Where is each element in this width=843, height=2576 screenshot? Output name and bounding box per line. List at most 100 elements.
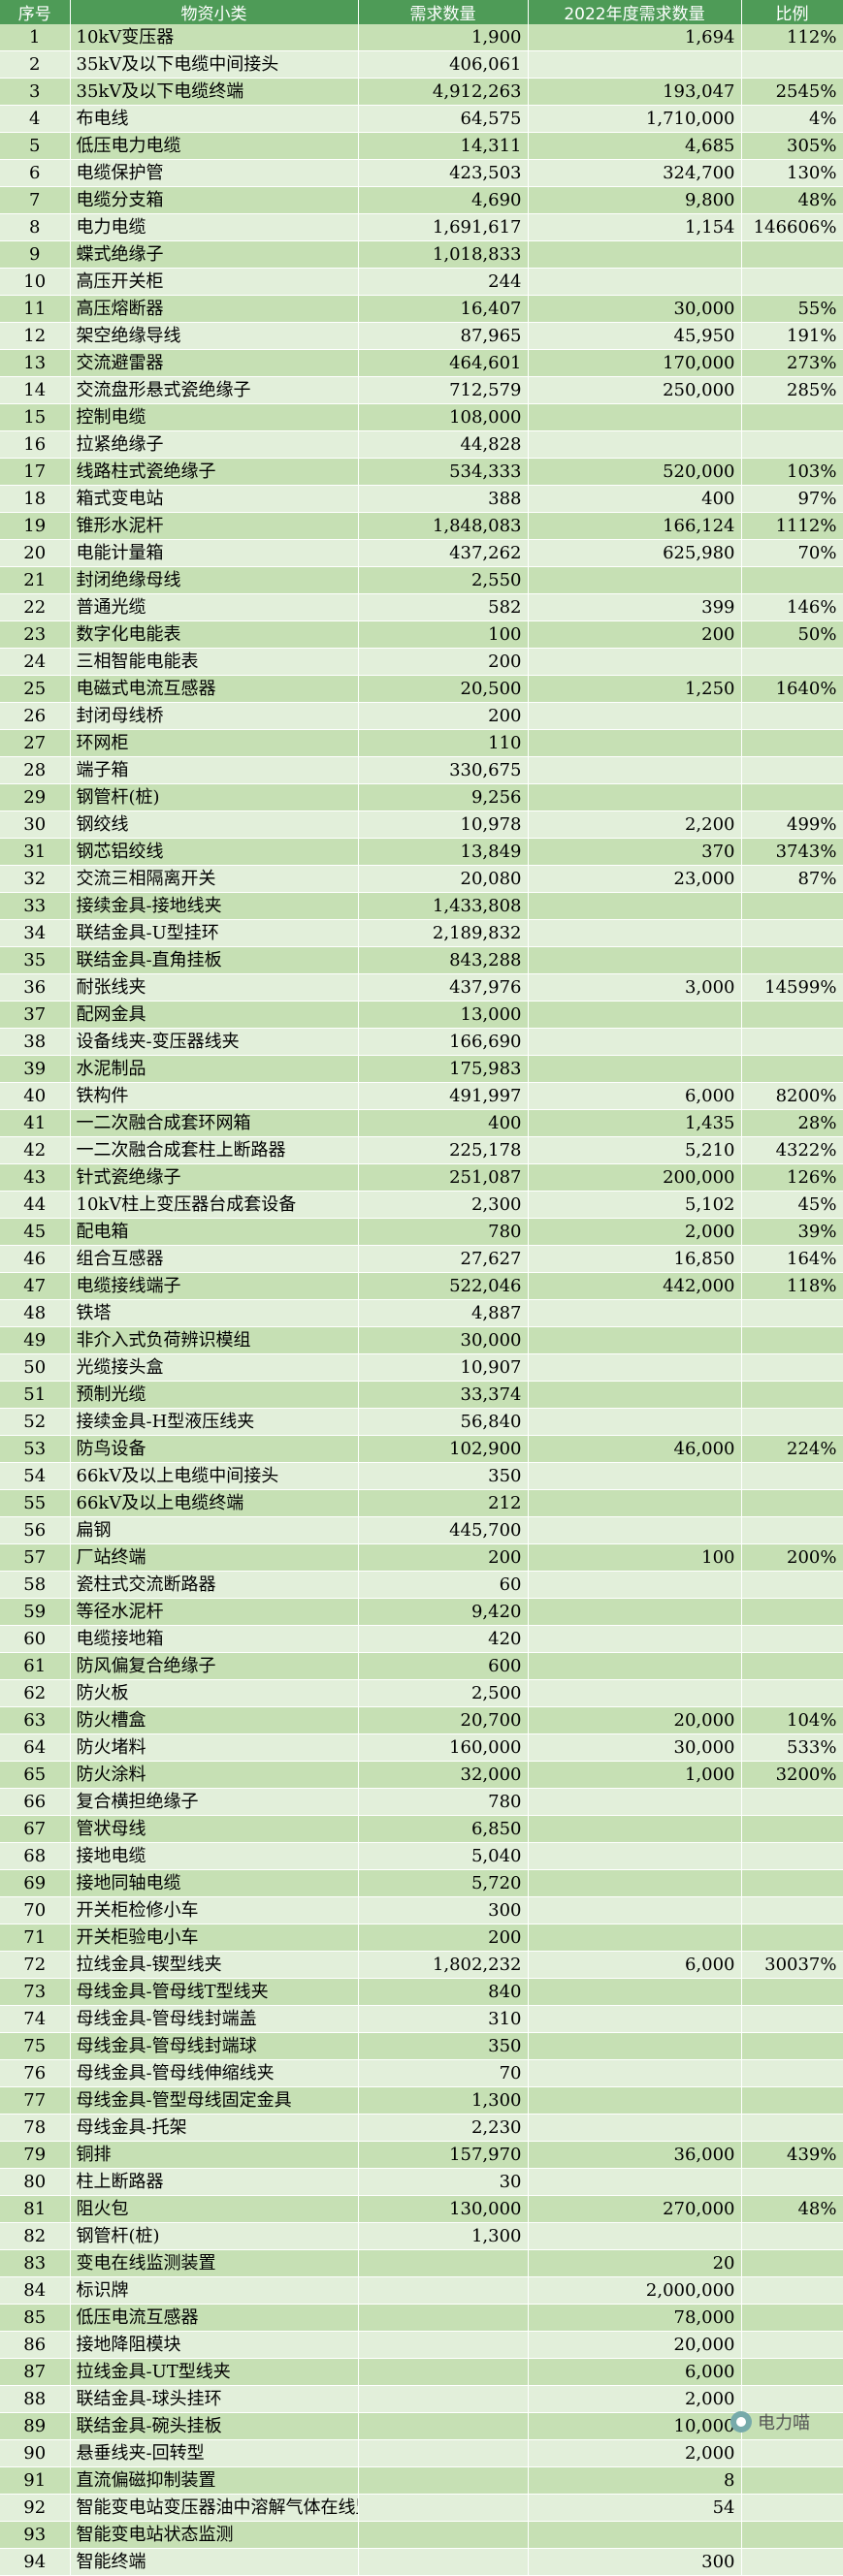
table-row: 44 10kV柱上变压器台成套设备 2,300 5,102 45% [0,1191,843,1219]
row-index: 28 [0,756,71,784]
row-demand: 251,087 [358,1163,529,1192]
row-demand-2022: 23,000 [528,865,742,893]
row-demand-2022 [528,1462,742,1490]
row-ratio [741,1516,843,1544]
row-demand-2022: 442,000 [528,1272,742,1300]
row-category: 35kV及以下电缆终端 [70,78,359,106]
row-demand: 1,691,617 [358,213,529,241]
row-demand: 406,061 [358,50,529,79]
row-ratio [741,2521,843,2549]
table-row: 8 电力电缆 1,691,617 1,154 146606% [0,213,843,241]
table-row: 1 10kV变压器 1,900 1,694 112% [0,24,843,51]
col-header-ratio: 比例 [741,0,843,24]
row-ratio [741,2114,843,2142]
row-demand: 157,970 [358,2141,529,2169]
row-demand: 110 [358,729,529,757]
table-row: 86 接地降阻模块 20,000 [0,2331,843,2359]
row-ratio [741,756,843,784]
row-demand: 14,311 [358,132,529,160]
table-body: 1 10kV变压器 1,900 1,694 112% 2 35kV及以下电缆中间接头 406,… [0,24,843,2576]
row-category: 拉紧绝缘子 [70,430,359,459]
row-demand: 600 [358,1652,529,1680]
table-row: 46 组合互感器 27,627 16,850 164% [0,1245,843,1273]
row-ratio: 146% [741,593,843,621]
row-ratio [741,1055,843,1083]
row-ratio: 164% [741,1245,843,1273]
row-index: 5 [0,132,71,160]
row-demand [358,2439,529,2467]
table-row: 80 柱上断路器 30 [0,2168,843,2196]
row-demand-2022: 625,980 [528,539,742,567]
row-ratio: 1640% [741,675,843,703]
row-ratio: 87% [741,865,843,893]
row-demand-2022: 1,694 [528,24,742,51]
row-category: 瓷柱式交流断路器 [70,1571,359,1599]
table-row: 94 智能终端 300 [0,2548,843,2576]
row-demand-2022: 10,000 [528,2412,742,2440]
row-index: 84 [0,2276,71,2305]
table-row: 64 防火堵料 160,000 30,000 533% [0,1733,843,1762]
row-demand-2022 [528,2086,742,2115]
row-index: 72 [0,1951,71,1979]
row-ratio [741,2168,843,2196]
row-demand-2022 [528,1679,742,1707]
table-row: 2 35kV及以下电缆中间接头 406,061 [0,50,843,79]
row-demand-2022: 200 [528,620,742,649]
row-index: 34 [0,919,71,947]
row-demand-2022 [528,1408,742,1436]
row-demand-2022: 250,000 [528,376,742,404]
row-index: 31 [0,838,71,866]
row-category: 防鸟设备 [70,1435,359,1463]
row-demand-2022 [528,1326,742,1354]
table-row: 74 母线金具-管母线封端盖 310 [0,2005,843,2033]
row-index: 27 [0,729,71,757]
row-category: 钢管杆(桩) [70,2222,359,2250]
row-demand [358,2304,529,2332]
row-index: 86 [0,2331,71,2359]
row-demand: 30 [358,2168,529,2196]
table-row: 92智能变电站变压器油中溶解气体在线监测装置 54 [0,2494,843,2522]
row-demand-2022 [528,566,742,594]
row-demand: 437,262 [358,539,529,567]
table-row: 7 电缆分支箱 4,690 9,800 48% [0,186,843,214]
row-ratio [741,2005,843,2033]
row-demand-2022: 2,000 [528,2439,742,2467]
row-index: 18 [0,485,71,513]
table-row: 21 封闭绝缘母线 2,550 [0,566,843,594]
row-demand-2022 [528,2114,742,2142]
row-demand: 437,976 [358,973,529,1002]
table-row: 40 铁构件 491,997 6,000 8200% [0,1082,843,1110]
row-index: 21 [0,566,71,594]
row-index: 25 [0,675,71,703]
row-demand-2022 [528,1516,742,1544]
row-category: 高压开关柜 [70,268,359,296]
row-demand-2022 [528,1571,742,1599]
table-row: 42 一二次融合成套柱上断路器 225,178 5,210 4322% [0,1136,843,1164]
row-demand-2022 [528,2032,742,2060]
row-category: 铁构件 [70,1082,359,1110]
table-row: 23 数字化电能表 100 200 50% [0,620,843,649]
row-demand: 212 [358,1489,529,1517]
table-row: 88 联结金具-球头挂环 2,000 [0,2385,843,2413]
row-index: 1 [0,24,71,51]
table-row: 91 直流偏磁抑制装置 8 [0,2466,843,2495]
row-demand: 44,828 [358,430,529,459]
row-ratio [741,1408,843,1436]
table-row: 19 锥形水泥杆 1,848,083 166,124 1112% [0,512,843,540]
row-category: 高压熔断器 [70,295,359,323]
row-demand: 108,000 [358,403,529,431]
row-index: 77 [0,2086,71,2115]
row-index: 55 [0,1489,71,1517]
row-index: 52 [0,1408,71,1436]
row-ratio: 191% [741,322,843,350]
row-category: 交流三相隔离开关 [70,865,359,893]
row-ratio [741,1001,843,1029]
row-demand: 464,601 [358,349,529,377]
table-row: 4 布电线 64,575 1,710,000 4% [0,105,843,133]
row-index: 93 [0,2521,71,2549]
table-row: 26 封闭母线桥 200 [0,702,843,730]
row-demand-2022 [528,756,742,784]
row-index: 60 [0,1625,71,1653]
row-category: 钢芯铝绞线 [70,838,359,866]
row-category: 设备线夹-变压器线夹 [70,1028,359,1056]
